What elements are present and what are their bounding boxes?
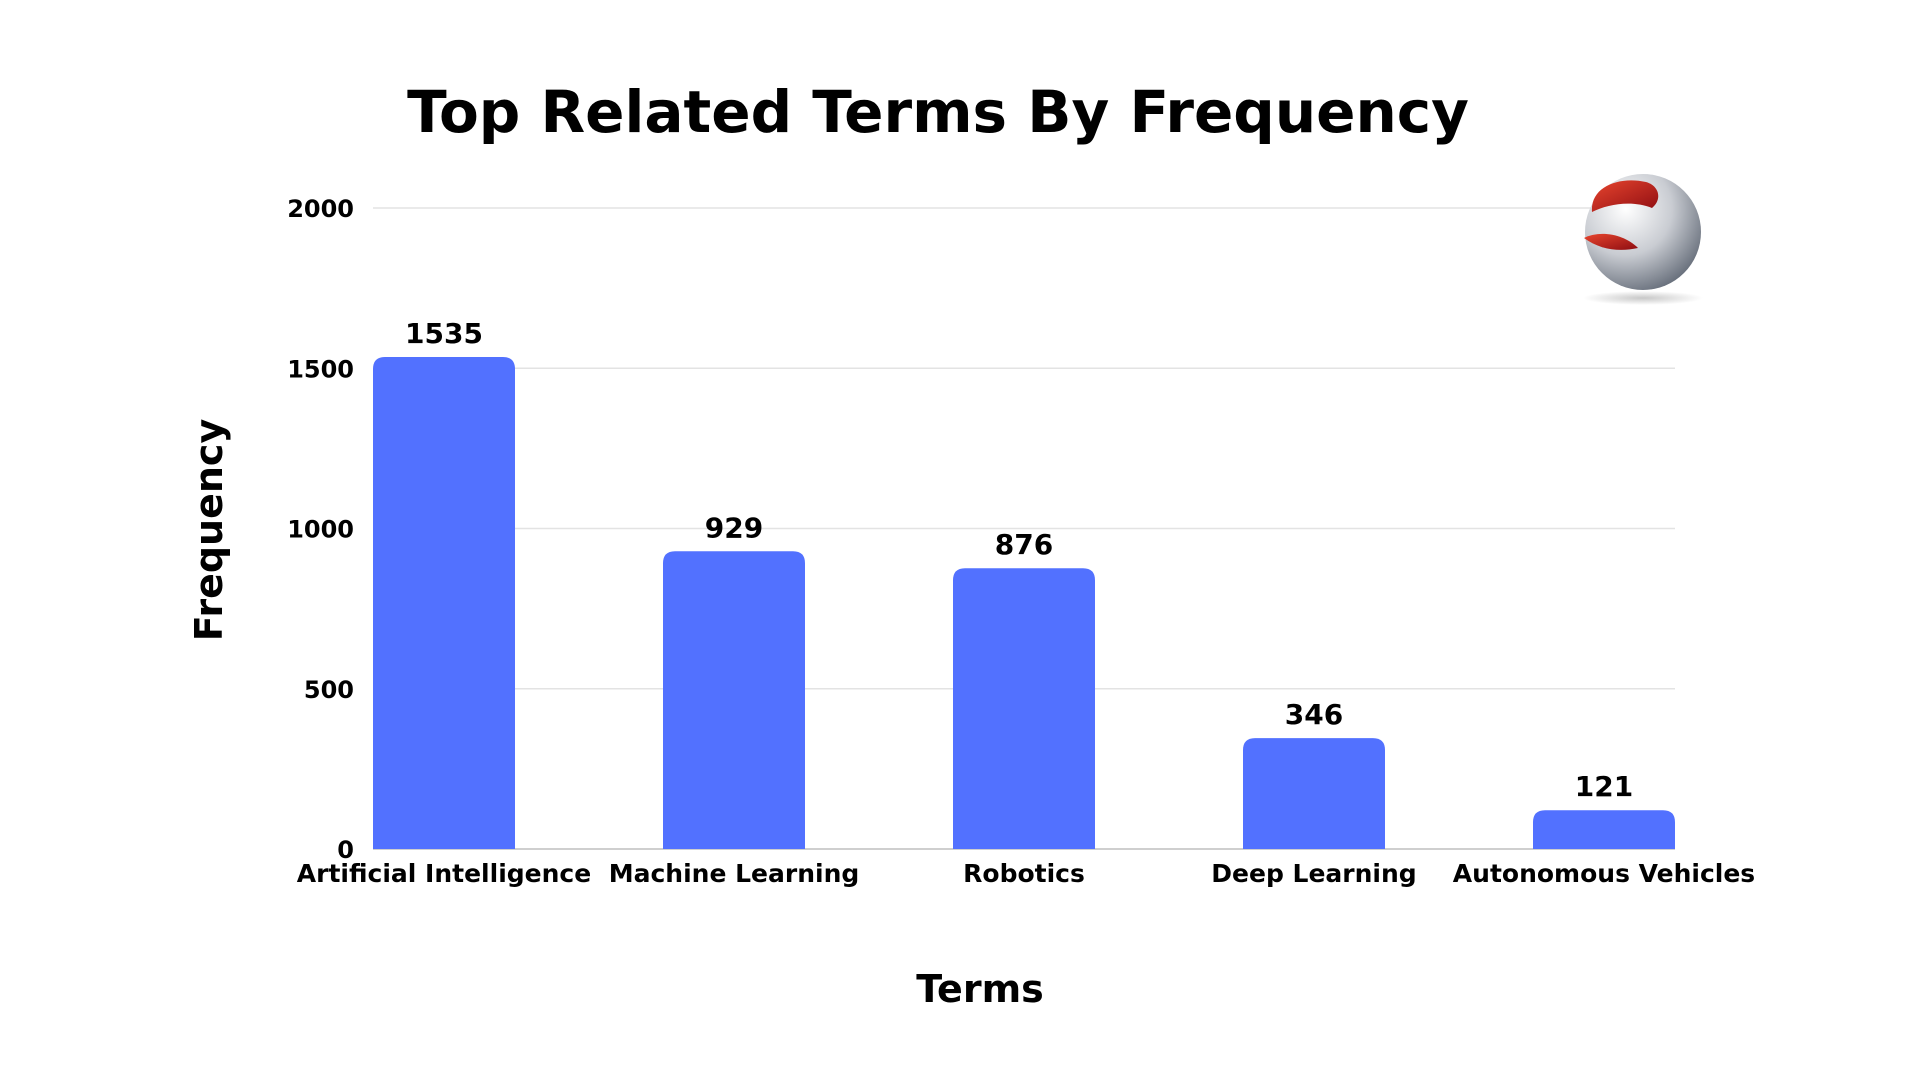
bar	[1533, 810, 1675, 849]
data-label: 929	[705, 511, 763, 544]
x-category-label: Artificial Intelligence	[297, 859, 591, 888]
y-tick-label: 0	[337, 836, 354, 864]
y-tick-label: 500	[304, 676, 354, 704]
y-axis-title: Frequency	[187, 419, 231, 642]
chart-title: Top Related Terms By Frequency	[407, 78, 1469, 146]
bar	[373, 357, 515, 849]
x-axis-title: Terms	[916, 967, 1044, 1011]
data-labels: 1535 929 876 346 121	[405, 317, 1633, 803]
x-category-label: Machine Learning	[609, 859, 860, 888]
x-category-label: Deep Learning	[1211, 859, 1416, 888]
bar	[663, 551, 805, 849]
bars	[373, 357, 1675, 849]
red-silver-sphere-logo	[1583, 174, 1703, 305]
data-label: 121	[1575, 770, 1633, 803]
y-tick-label: 1000	[287, 516, 354, 544]
y-axis-ticks: 0 500 1000 1500 2000	[287, 195, 354, 864]
data-label: 346	[1285, 698, 1343, 731]
y-tick-label: 1500	[287, 355, 354, 383]
y-tick-label: 2000	[287, 195, 354, 223]
data-label: 1535	[405, 317, 483, 350]
x-category-label: Autonomous Vehicles	[1453, 859, 1755, 888]
x-category-label: Robotics	[963, 859, 1085, 888]
data-label: 876	[995, 528, 1053, 561]
bar	[953, 568, 1095, 849]
category-labels: Artificial Intelligence Machine Learning R…	[297, 859, 1755, 888]
bar	[1243, 738, 1385, 849]
